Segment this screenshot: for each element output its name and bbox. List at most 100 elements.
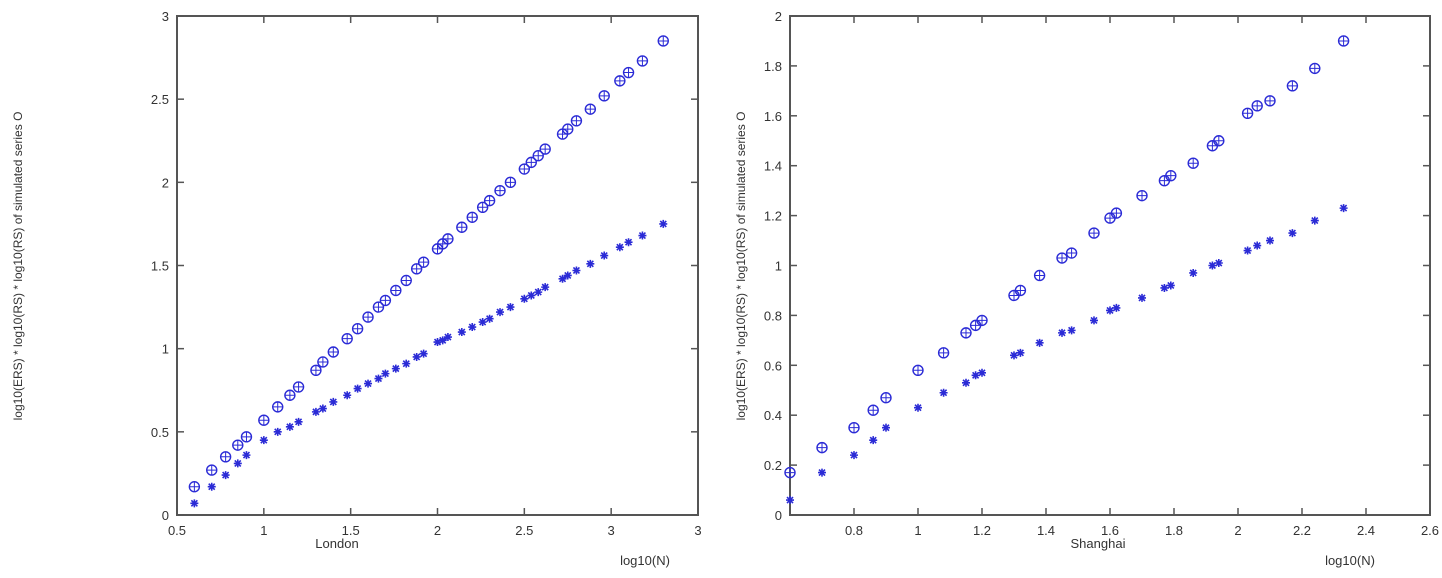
star-marker [882,423,890,432]
y-tick-label: 1 [775,259,782,274]
circle-marker [1165,169,1177,182]
star-marker [438,336,447,345]
star-marker [520,294,529,303]
y-tick-label: 1.2 [764,209,782,224]
star-marker [329,397,338,406]
circle-marker [614,75,626,87]
star-marker [558,274,567,283]
star-marker [364,379,373,388]
star-marker [294,417,303,426]
circle-marker [880,392,892,404]
star-marker [527,291,536,300]
star-marker [638,231,647,240]
star-marker [1016,348,1025,357]
circle-marker [188,481,201,493]
star-marker [443,333,452,342]
star-marker [1266,236,1274,245]
star-marker [1010,351,1018,360]
x-tick-label: 2.5 [515,523,533,538]
star-marker [978,368,986,377]
star-marker [496,308,505,317]
circle-marker [400,274,412,287]
circle-marker [1213,135,1225,147]
y-tick-label: 0 [162,508,169,523]
star-marker [1214,259,1223,268]
plot-area [176,15,699,516]
circle-marker [494,184,506,197]
y-axis-label: log10(ERS) * log10(RS) * log10(RS) of si… [734,112,748,421]
star-marker [971,371,980,380]
circle-marker [525,156,537,169]
star-marker [1035,338,1044,347]
circle-marker [969,319,982,332]
star-marker [419,349,428,358]
circle-marker [379,294,392,307]
circle-marker [1241,107,1254,120]
star-marker [207,482,216,491]
star-marker [374,374,383,383]
star-marker [259,436,268,445]
circle-marker [1088,227,1100,239]
circle-marker [341,332,353,345]
circle-marker [476,201,489,213]
circle-marker [1110,207,1123,219]
circle-marker [317,356,329,368]
star-marker [485,314,494,323]
circle-marker [657,35,669,47]
circle-marker [240,431,253,443]
x-tick-label: 0.5 [168,523,186,538]
x-tick-label: 2.4 [1357,523,1375,538]
circle-marker [1008,289,1020,302]
circle-marker [784,466,796,479]
star-marker [586,259,595,268]
star-marker [1160,283,1169,292]
y-tick-label: 0.5 [151,425,169,440]
star-marker [285,422,294,431]
x-tick-label: 2 [1234,523,1241,538]
x-tick-label: 1.5 [342,523,360,538]
star-marker [233,459,242,468]
star-marker [381,369,390,378]
circle-marker [417,256,430,268]
star-marker [541,283,550,292]
circle-marker [1065,247,1078,259]
y-tick-label: 3 [162,9,169,24]
star-marker [402,359,411,368]
star-marker [659,219,668,228]
circle-marker [976,314,988,327]
y-tick-label: 1.5 [151,259,169,274]
circle-marker [622,66,635,79]
star-marker [1189,268,1198,277]
circle-marker [518,163,531,175]
circle-marker [1056,252,1068,264]
y-tick-label: 0.6 [764,358,782,373]
y-tick-label: 2 [162,175,169,190]
chart-title: London [315,536,358,551]
star-marker [962,378,970,387]
star-marker [1310,216,1319,225]
y-tick-label: 1 [162,342,169,357]
star-marker [273,427,282,436]
circle-marker [310,364,322,376]
chart-title: Shanghai [1071,536,1126,551]
star-marker [318,404,327,413]
star-marker [572,266,581,275]
circle-marker [816,441,828,454]
star-marker [786,496,794,505]
circle-marker [636,55,649,67]
circle-marker [442,233,454,245]
london-chart: London log10(N) log10(ERS) * log10(RS) *… [11,9,702,568]
circle-marker [327,346,339,358]
x-tick-label: 2.6 [1421,523,1439,538]
star-marker [1067,326,1076,335]
y-tick-label: 0.4 [764,408,782,423]
star-marker [600,251,609,260]
circle-marker [284,389,296,401]
y-tick-label: 2 [775,9,782,24]
star-marker [1090,316,1098,325]
circle-marker [232,439,244,451]
star-marker [343,391,352,400]
circle-marker [292,381,305,393]
x-tick-label: 1.8 [1165,523,1183,538]
circle-marker [206,464,218,476]
